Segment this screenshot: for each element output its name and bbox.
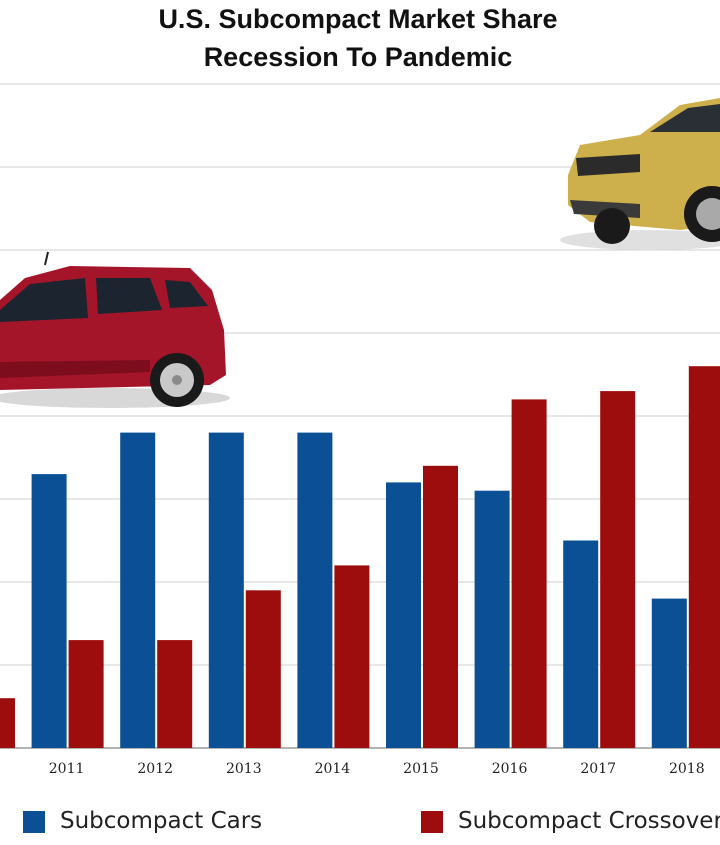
bar-crossovers-2013: [245, 590, 281, 748]
bar-crossovers-2018: [688, 366, 720, 748]
x-tick-label: 2018: [669, 761, 705, 777]
bar-crossovers-2014: [334, 565, 370, 748]
bar-cars-2012: [120, 432, 156, 748]
chart-title-line-2: Recession To Pandemic: [203, 42, 513, 72]
x-tick-label: 2017: [580, 761, 616, 777]
bar-cars-2011: [31, 474, 67, 748]
legend-swatch-cars: [23, 811, 45, 833]
x-tick-label: 2015: [403, 761, 439, 777]
x-tick-label: 2011: [49, 761, 85, 777]
bar-cars-2016: [474, 490, 510, 748]
x-tick-label: 2013: [226, 761, 262, 777]
bar-crossovers-2016: [511, 399, 547, 748]
bar-crossovers-2012: [157, 640, 193, 748]
bar-cars-2018: [651, 598, 687, 748]
bar-crossovers-2010: [0, 698, 15, 748]
yellow-compact-suv-image: [560, 98, 720, 250]
bar-cars-2013: [208, 432, 244, 748]
bars: [0, 366, 720, 748]
x-tick-label: 2012: [137, 761, 173, 777]
bar-cars-2015: [386, 482, 421, 748]
legend-label-crossovers: Subcompact Crossovers: [458, 808, 720, 834]
red-hatchback-car-image: [0, 251, 230, 408]
legend-label-cars: Subcompact Cars: [60, 808, 263, 834]
bar-crossovers-2017: [600, 391, 636, 748]
x-tick-label: 2014: [315, 761, 351, 777]
chart-title-line-1: U.S. Subcompact Market Share: [158, 4, 558, 34]
legend-swatch-crossovers: [421, 811, 443, 833]
x-tick-label: 2016: [492, 761, 528, 777]
bar-crossovers-2011: [68, 640, 104, 748]
bar-cars-2014: [297, 432, 333, 748]
bar-cars-2017: [563, 540, 599, 748]
bar-crossovers-2015: [423, 465, 458, 748]
x-axis-ticks: 201020112012201320142015201620172018: [49, 761, 705, 777]
